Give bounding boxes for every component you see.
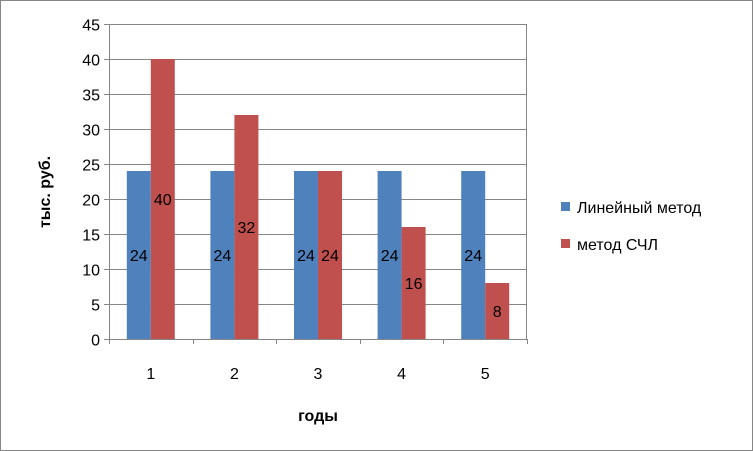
x-tick-label: 1 xyxy=(146,366,155,383)
y-tick-label: 30 xyxy=(82,123,100,140)
data-label: 24 xyxy=(464,248,482,265)
data-label: 16 xyxy=(405,276,423,293)
y-tick-label: 10 xyxy=(82,263,100,280)
bar xyxy=(294,171,318,339)
x-tick-label: 3 xyxy=(314,366,323,383)
y-tick-labels: 0 5 10 15 20 25 30 35 40 45 xyxy=(82,18,100,350)
legend-swatch-linear xyxy=(561,202,570,211)
legend-label-linear: Линейный метод xyxy=(577,200,702,217)
legend-label-sch: метод СЧЛ xyxy=(577,237,658,254)
bar xyxy=(318,171,342,339)
data-labels: 24 24 24 24 24 40 32 24 16 8 xyxy=(130,192,502,321)
data-label: 24 xyxy=(297,248,315,265)
data-label: 24 xyxy=(381,248,399,265)
data-label: 24 xyxy=(214,248,232,265)
x-tick-labels: 1 2 3 4 5 xyxy=(146,366,489,383)
data-label: 40 xyxy=(154,192,172,209)
y-axis-title: тыс. руб. xyxy=(37,156,54,228)
x-axis-title: годы xyxy=(298,408,338,425)
data-label: 32 xyxy=(238,220,256,237)
bar xyxy=(150,59,175,339)
bars xyxy=(126,59,510,339)
x-tick-label: 4 xyxy=(397,366,406,383)
legend: Линейный метод метод СЧЛ xyxy=(561,200,702,254)
bar xyxy=(210,171,235,339)
bar xyxy=(234,115,259,339)
y-tick-label: 35 xyxy=(82,88,100,105)
gridlines xyxy=(109,24,527,305)
bar xyxy=(401,227,426,339)
axes xyxy=(104,24,528,344)
y-tick-label: 25 xyxy=(82,158,100,175)
y-tick-label: 20 xyxy=(82,193,100,210)
x-tick-label: 5 xyxy=(481,366,490,383)
y-tick-label: 45 xyxy=(82,18,100,35)
bar xyxy=(461,171,486,339)
y-tick-label: 0 xyxy=(91,333,100,350)
y-tick-label: 40 xyxy=(82,53,100,70)
data-label: 24 xyxy=(130,248,148,265)
bar xyxy=(485,283,510,339)
y-tick-label: 5 xyxy=(91,298,100,315)
x-tick-label: 2 xyxy=(230,366,239,383)
bar xyxy=(377,171,402,339)
y-tick-label: 15 xyxy=(82,228,100,245)
data-label: 24 xyxy=(321,248,339,265)
data-label: 8 xyxy=(493,304,502,321)
legend-swatch-sch xyxy=(561,239,570,248)
bar xyxy=(126,171,151,339)
